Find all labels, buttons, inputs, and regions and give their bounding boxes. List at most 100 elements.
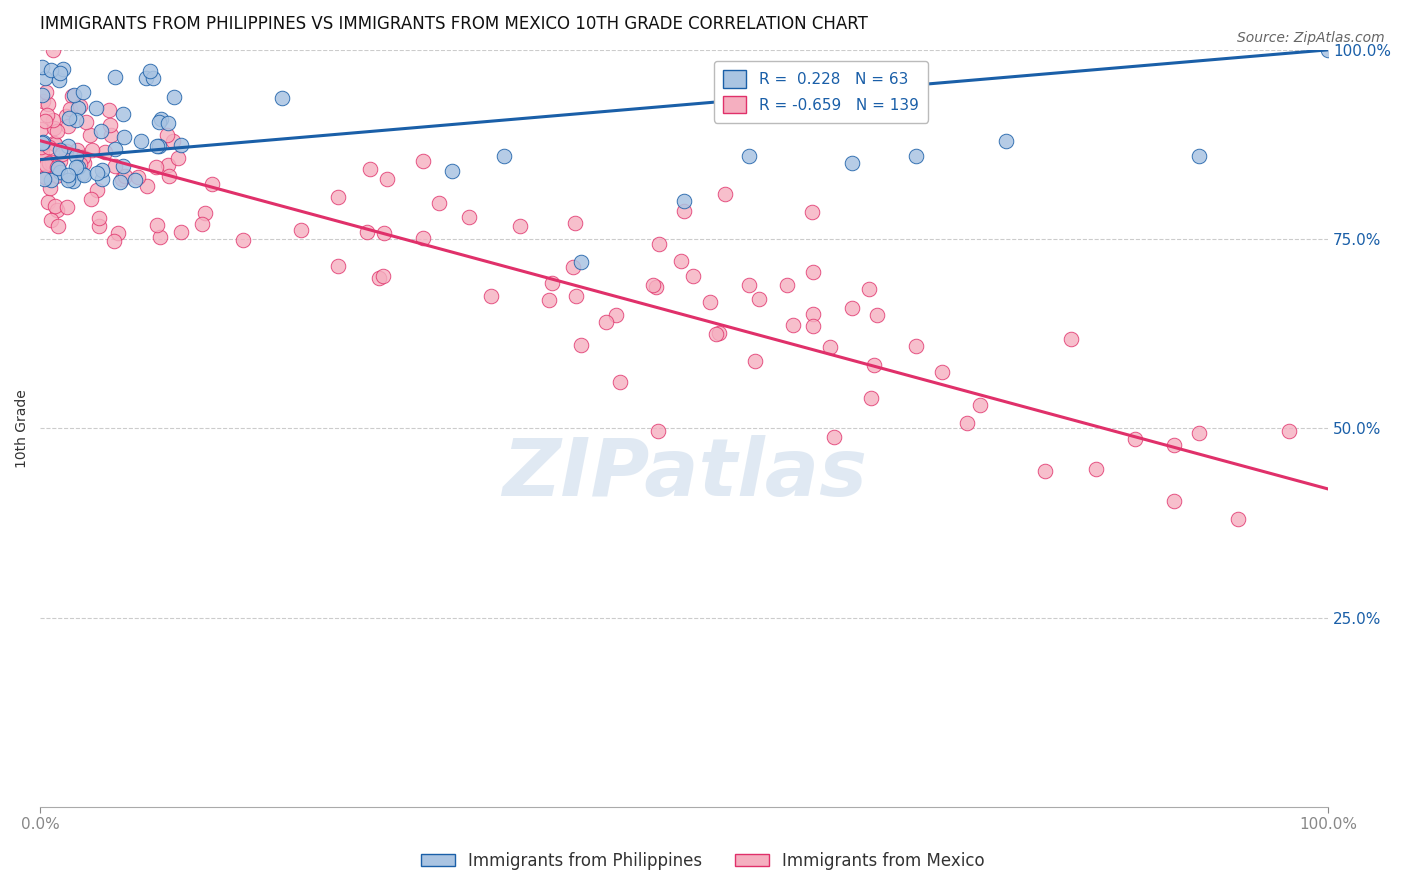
- Point: [31, 145, 53, 159]
- Point: [46, 160, 69, 174]
- Point: [1188, 149, 1211, 163]
- Point: [801, 205, 824, 219]
- Point: [356, 225, 378, 239]
- Point: [35, 158, 58, 172]
- Point: [682, 269, 704, 284]
- Point: [709, 326, 731, 340]
- Point: [373, 268, 395, 283]
- Point: [931, 365, 953, 379]
- Point: [39, 181, 62, 195]
- Point: [904, 149, 927, 163]
- Point: [170, 225, 193, 239]
- Point: [863, 359, 886, 373]
- Point: [136, 178, 159, 193]
- Point: [48, 73, 70, 87]
- Point: [86, 183, 108, 197]
- Point: [30, 121, 52, 136]
- Point: [541, 276, 564, 290]
- Point: [58, 102, 80, 116]
- Point: [98, 103, 121, 117]
- Point: [90, 172, 112, 186]
- Point: [124, 172, 146, 186]
- Point: [858, 282, 880, 296]
- Point: [114, 169, 136, 184]
- Point: [146, 139, 169, 153]
- Point: [89, 211, 111, 225]
- Point: [65, 113, 87, 128]
- Point: [56, 168, 79, 182]
- Point: [34, 70, 56, 85]
- Point: [110, 175, 132, 189]
- Point: [39, 62, 62, 77]
- Point: [32, 95, 55, 109]
- Legend: Immigrants from Philippines, Immigrants from Mexico: Immigrants from Philippines, Immigrants …: [415, 846, 991, 877]
- Point: [30, 144, 52, 158]
- Point: [31, 136, 53, 150]
- Point: [30, 140, 52, 154]
- Point: [995, 134, 1018, 148]
- Point: [170, 138, 193, 153]
- Point: [45, 202, 67, 217]
- Point: [112, 106, 135, 120]
- Point: [49, 154, 72, 169]
- Point: [1123, 432, 1146, 446]
- Point: [52, 62, 75, 76]
- Point: [73, 168, 96, 182]
- Point: [41, 155, 63, 169]
- Text: IMMIGRANTS FROM PHILIPPINES VS IMMIGRANTS FROM MEXICO 10TH GRADE CORRELATION CHA: IMMIGRANTS FROM PHILIPPINES VS IMMIGRANT…: [41, 15, 868, 33]
- Point: [412, 231, 434, 245]
- Point: [368, 271, 391, 285]
- Point: [969, 398, 991, 412]
- Point: [72, 85, 94, 99]
- Point: [157, 169, 180, 184]
- Point: [673, 194, 696, 209]
- Point: [98, 118, 121, 132]
- Point: [84, 101, 107, 115]
- Point: [823, 429, 845, 443]
- Point: [60, 89, 83, 103]
- Point: [103, 234, 125, 248]
- Point: [149, 229, 172, 244]
- Point: [48, 143, 70, 157]
- Point: [131, 134, 153, 148]
- Point: [801, 265, 824, 279]
- Point: [111, 172, 134, 186]
- Point: [458, 211, 481, 225]
- Point: [90, 124, 112, 138]
- Point: [537, 293, 560, 308]
- Point: [145, 160, 167, 174]
- Point: [841, 301, 863, 315]
- Point: [66, 160, 89, 174]
- Point: [148, 115, 170, 129]
- Point: [89, 219, 111, 233]
- Point: [111, 159, 134, 173]
- Point: [737, 149, 759, 163]
- Point: [1278, 424, 1301, 438]
- Point: [48, 66, 70, 80]
- Point: [82, 143, 104, 157]
- Point: [290, 222, 312, 236]
- Point: [271, 90, 294, 104]
- Point: [112, 130, 135, 145]
- Point: [956, 416, 979, 430]
- Point: [737, 278, 759, 293]
- Point: [135, 70, 157, 85]
- Point: [107, 227, 129, 241]
- Point: [51, 147, 73, 161]
- Point: [31, 136, 53, 150]
- Point: [86, 166, 108, 180]
- Point: [375, 171, 398, 186]
- Point: [104, 141, 127, 155]
- Point: [42, 120, 65, 135]
- Point: [427, 196, 450, 211]
- Point: [55, 109, 77, 123]
- Point: [58, 120, 80, 134]
- Point: [1163, 438, 1185, 452]
- Point: [492, 149, 515, 163]
- Point: [595, 315, 617, 329]
- Point: [782, 318, 804, 332]
- Point: [38, 155, 60, 169]
- Point: [744, 354, 766, 368]
- Point: [191, 217, 214, 231]
- Point: [35, 108, 58, 122]
